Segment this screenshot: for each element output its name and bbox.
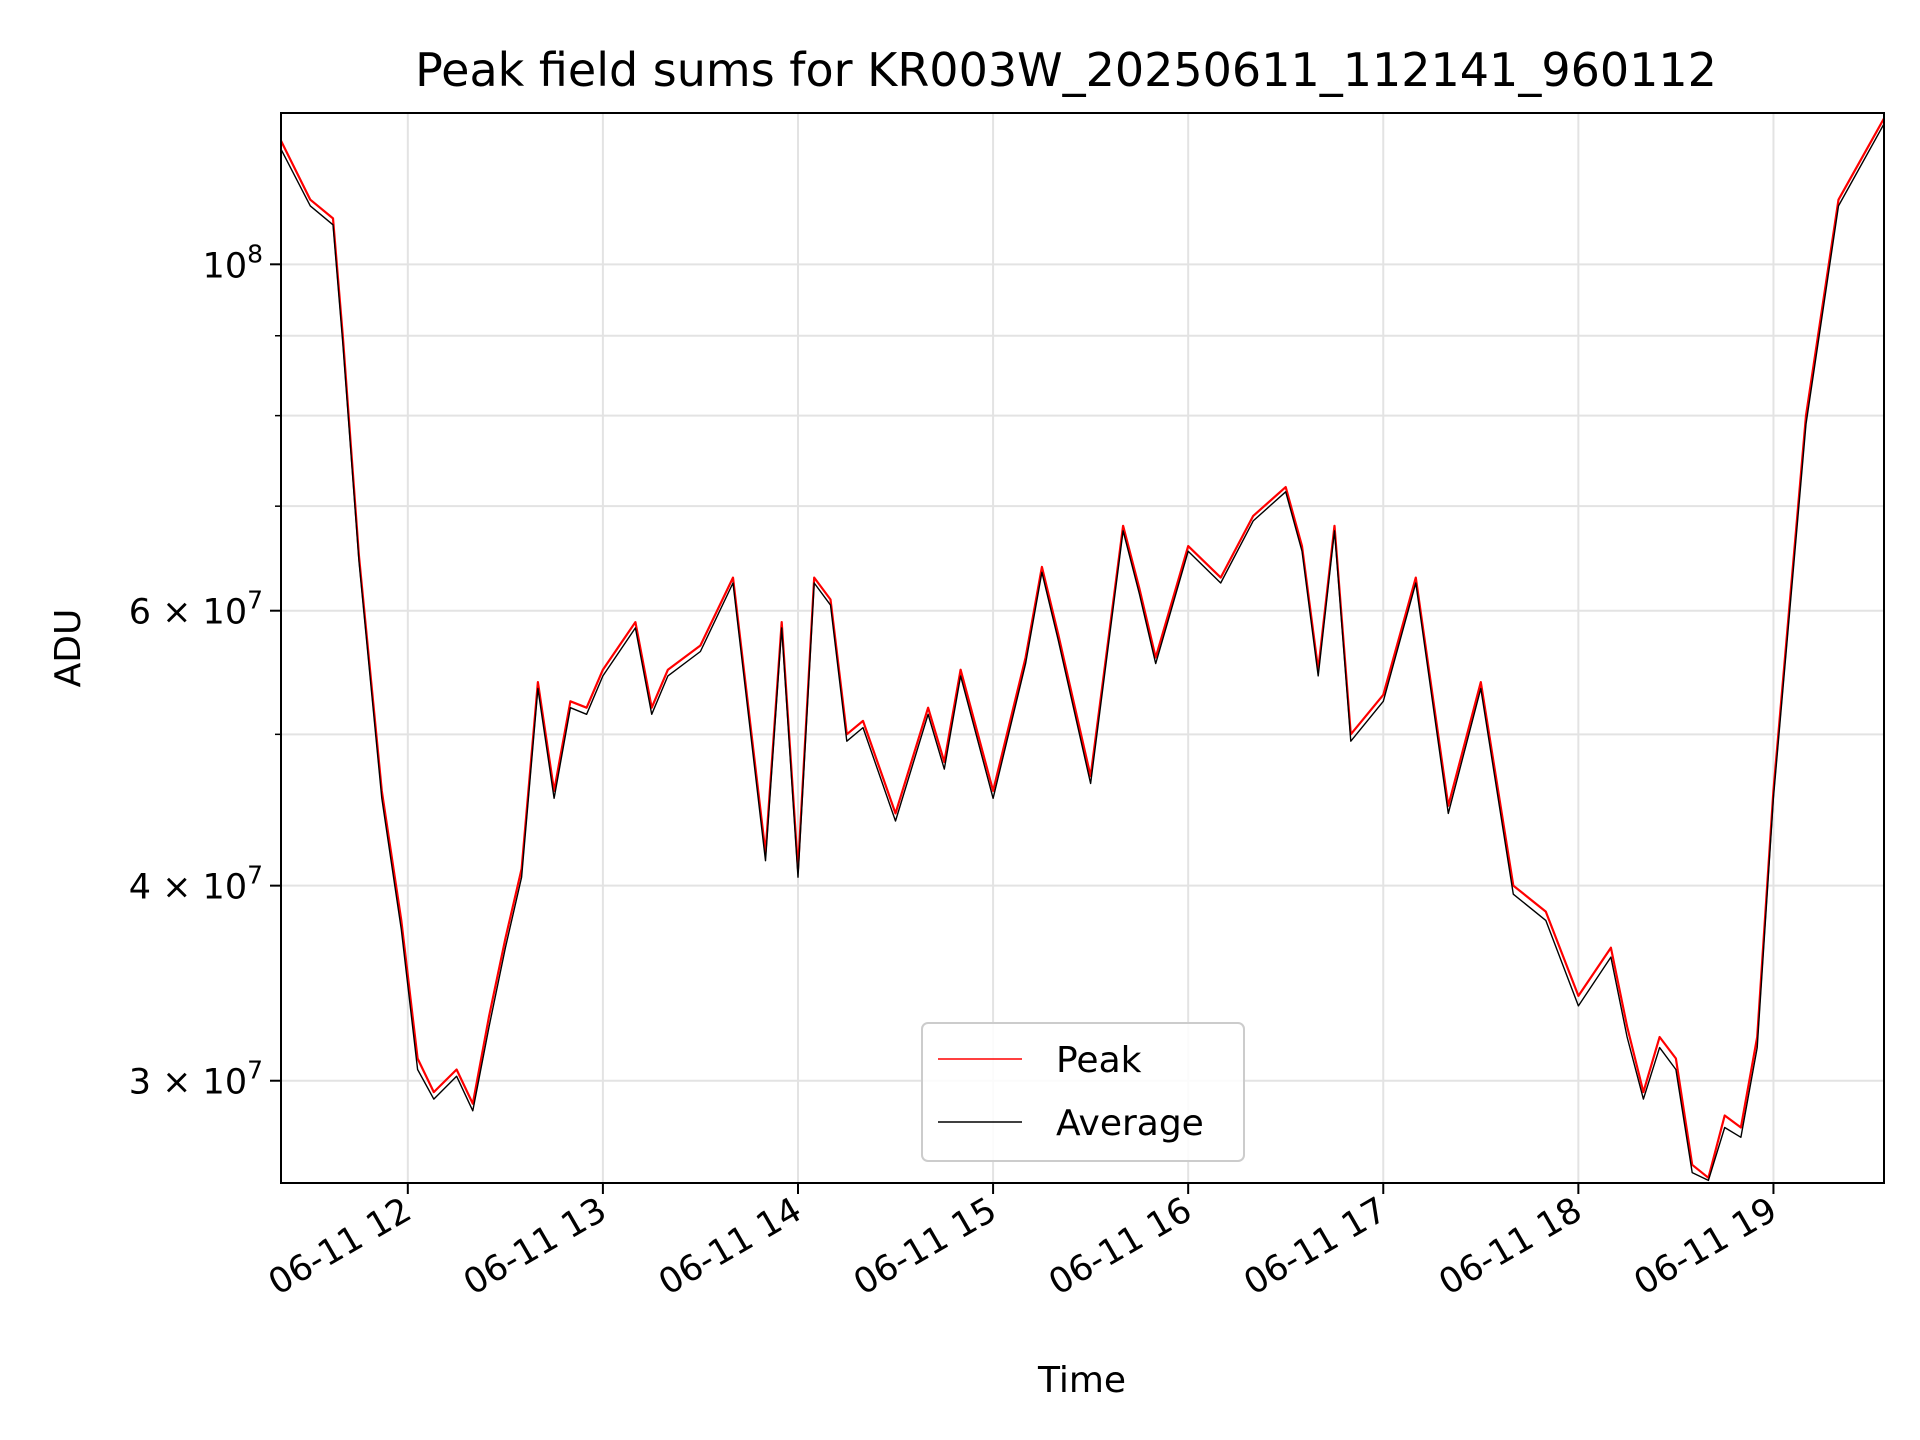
y-axis-label: ADU: [48, 609, 89, 688]
series-line-peak: [280, 117, 1885, 1179]
y-tick-label: 4 × 107: [129, 861, 263, 908]
legend: Peak Average: [921, 1022, 1245, 1162]
series-layer: [280, 117, 1885, 1182]
y-axis-ticks: 108 6 × 107 4 × 107 3 × 107: [129, 239, 281, 1103]
chart-title: Peak field sums for KR003W_20250611_1121…: [415, 43, 1717, 97]
legend-label-average: Average: [1056, 1103, 1204, 1144]
plot-frame: [280, 112, 1885, 1184]
x-axis-label: Time: [1037, 1360, 1126, 1401]
y-tick-label: 3 × 107: [129, 1056, 263, 1103]
series-line-average: [280, 123, 1885, 1182]
y-tick-label: 6 × 107: [129, 586, 263, 633]
y-tick-label: 108: [203, 239, 263, 286]
legend-label-peak: Peak: [1056, 1040, 1142, 1081]
legend-box: [921, 1022, 1245, 1162]
grid: [281, 113, 1884, 1183]
